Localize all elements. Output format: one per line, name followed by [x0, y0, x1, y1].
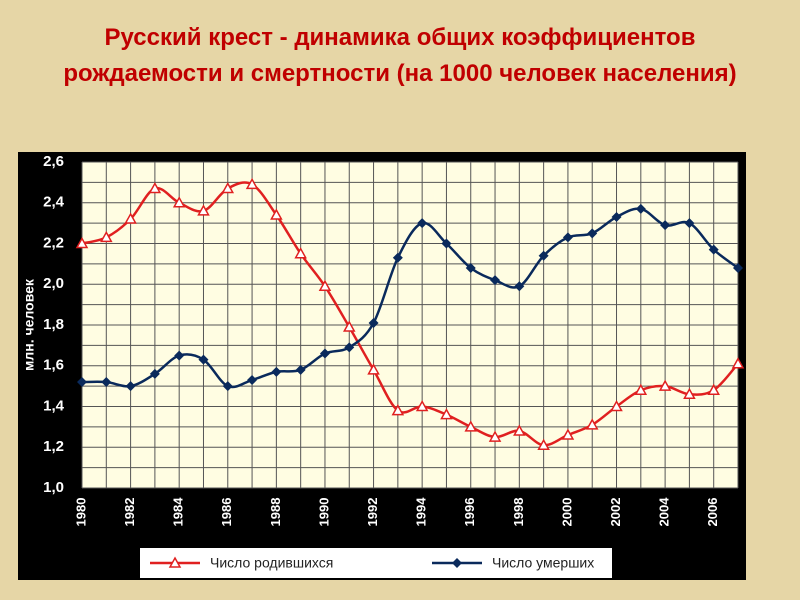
data-point: [367, 363, 380, 375]
x-tick-label: 2006: [705, 498, 720, 527]
series-line: [81, 207, 739, 389]
x-tick-label: 2000: [559, 498, 574, 527]
y-tick-label: 2,0: [43, 275, 64, 292]
x-tick-label: 1988: [268, 498, 283, 527]
data-point: [464, 420, 478, 432]
y-axis-label: млн. человек: [21, 278, 37, 371]
y-tick-label: 2,2: [43, 234, 64, 251]
y-tick-label: 1,0: [43, 479, 64, 496]
data-point: [148, 181, 162, 194]
data-point: [318, 279, 332, 292]
data-point: [733, 262, 743, 273]
data-point: [488, 430, 502, 442]
y-tick-label: 1,8: [43, 316, 64, 333]
data-point: [561, 428, 575, 440]
data-point: [538, 250, 549, 261]
data-point: [75, 236, 89, 249]
data-point: [441, 238, 452, 249]
x-tick-label: 1990: [316, 498, 331, 527]
data-point: [174, 350, 185, 361]
data-point: [417, 218, 428, 229]
data-point: [684, 218, 695, 229]
data-point: [610, 399, 623, 412]
data-point: [172, 196, 186, 208]
data-point: [198, 354, 209, 365]
x-tick-label: 1996: [462, 498, 477, 527]
data-point: [465, 262, 476, 273]
legend-label: Число умерших: [492, 555, 594, 571]
x-tick-label: 1994: [414, 497, 429, 527]
data-point: [658, 379, 672, 391]
data-point: [660, 220, 671, 231]
data-point: [368, 317, 379, 328]
data-point: [513, 424, 526, 436]
data-point: [490, 275, 501, 286]
x-tick-label: 1998: [511, 498, 526, 527]
data-point: [440, 408, 453, 420]
legend-label: Число родившихся: [210, 555, 333, 571]
y-tick-label: 1,4: [43, 397, 65, 414]
data-point: [221, 181, 235, 194]
data-point: [392, 252, 403, 263]
data-point: [537, 438, 550, 450]
y-tick-label: 2,6: [43, 153, 64, 170]
data-point: [683, 387, 696, 400]
data-point: [611, 212, 622, 223]
data-point: [270, 208, 283, 220]
data-point: [222, 381, 233, 392]
y-tick-label: 1,2: [43, 438, 64, 455]
data-point: [125, 381, 136, 392]
data-point: [101, 377, 112, 388]
data-point: [391, 404, 405, 416]
data-point: [294, 247, 307, 259]
y-tick-label: 1,6: [43, 357, 64, 374]
series-line: [81, 181, 739, 447]
data-point: [342, 320, 356, 332]
x-tick-label: 2004: [657, 497, 672, 527]
slide-title: Русский крест - динамика общих коэффицие…: [63, 24, 737, 87]
data-point: [635, 203, 646, 214]
data-point: [708, 244, 719, 255]
data-point: [100, 230, 113, 243]
data-point: [77, 377, 87, 388]
x-tick-label: 2002: [608, 498, 623, 527]
legend: [140, 548, 612, 578]
x-tick-label: 1982: [122, 498, 137, 527]
data-point: [707, 383, 720, 395]
y-tick-label: 2,4: [43, 194, 65, 211]
data-point: [319, 348, 330, 359]
data-point: [514, 281, 525, 292]
data-point: [149, 368, 160, 379]
data-point: [124, 212, 137, 224]
data-point: [344, 342, 355, 353]
x-tick-label: 1992: [365, 498, 380, 527]
data-point: [731, 357, 745, 369]
legend-marker: [168, 556, 182, 568]
x-tick-label: 1980: [73, 498, 88, 527]
x-tick-label: 1984: [171, 497, 186, 527]
data-point: [562, 232, 573, 243]
legend-marker: [452, 558, 462, 568]
data-point: [271, 366, 282, 377]
x-tick-label: 1986: [219, 498, 234, 527]
data-point: [295, 364, 306, 375]
data-point: [634, 383, 648, 395]
data-point: [587, 228, 598, 239]
data-point: [197, 204, 210, 216]
data-point: [585, 418, 599, 430]
data-point: [245, 177, 259, 190]
data-point: [247, 375, 258, 386]
data-point: [415, 399, 429, 412]
